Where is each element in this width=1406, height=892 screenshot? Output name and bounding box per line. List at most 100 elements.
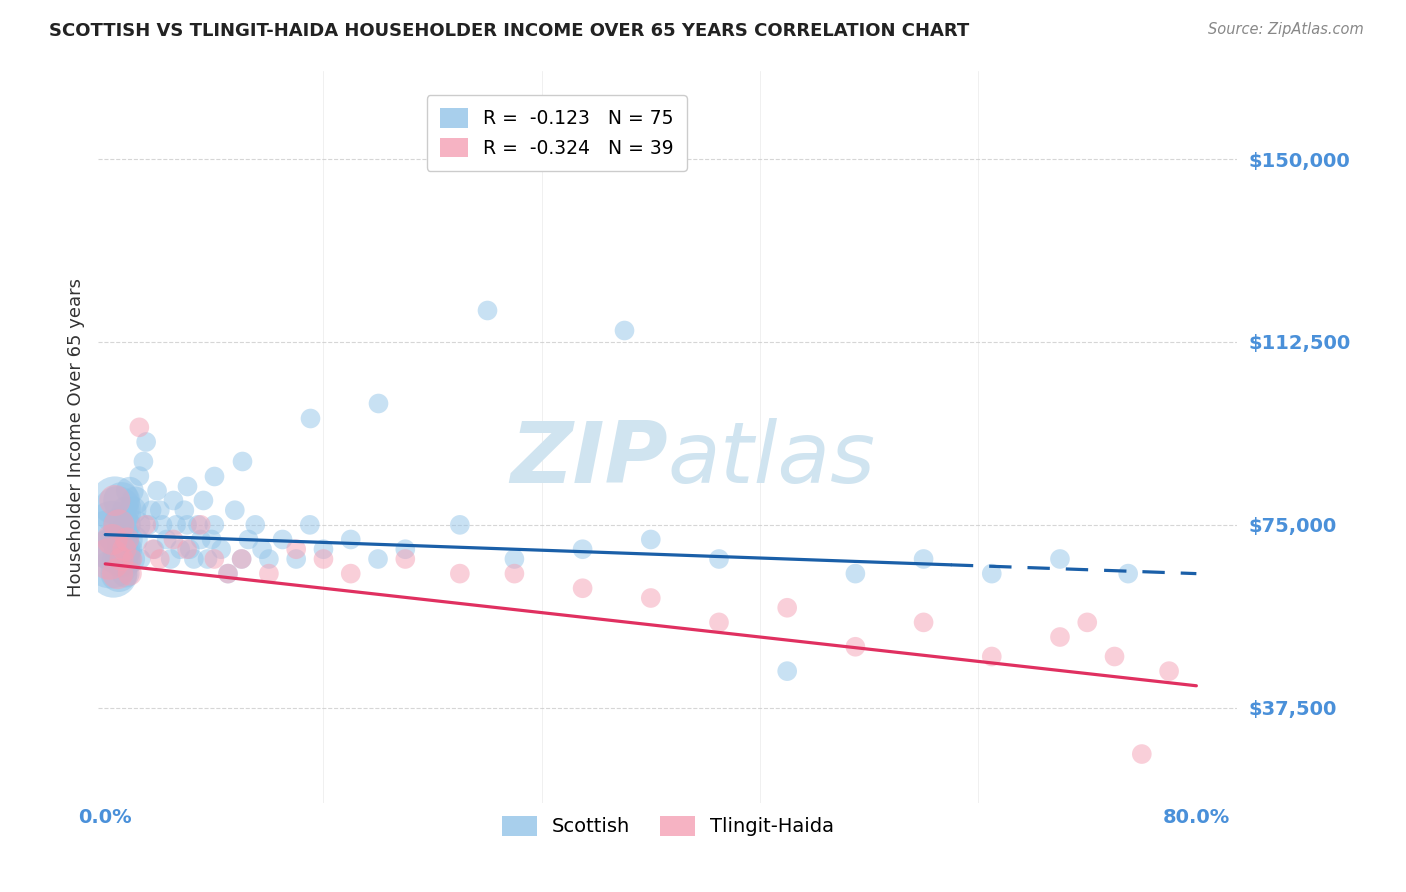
Point (110, 552, 132, 566)
Point (165, 517, 187, 532)
Point (108, 517, 131, 532)
Point (776, 664, 799, 678)
Point (112, 542, 135, 557)
Point (193, 493, 215, 508)
Point (271, 533, 294, 547)
Point (162, 493, 184, 508)
Point (190, 533, 212, 547)
Point (1104, 649, 1126, 664)
Point (217, 566, 239, 581)
Point (217, 566, 239, 581)
Point (121, 503, 143, 517)
Point (149, 552, 172, 566)
Point (912, 615, 935, 630)
Point (114, 503, 136, 517)
Text: SCOTTISH VS TLINGIT-HAIDA HOUSEHOLDER INCOME OVER 65 YEARS CORRELATION CHART: SCOTTISH VS TLINGIT-HAIDA HOUSEHOLDER IN… (49, 22, 970, 40)
Point (146, 483, 169, 498)
Point (640, 533, 662, 547)
Point (202, 552, 225, 566)
Point (1049, 630, 1071, 644)
Point (110, 517, 132, 532)
Point (132, 454, 155, 468)
Point (104, 493, 127, 508)
Point (152, 517, 174, 532)
Point (707, 615, 730, 630)
Point (503, 552, 526, 566)
Point (115, 533, 138, 547)
Point (122, 533, 145, 547)
Point (121, 552, 143, 566)
Point (844, 640, 866, 654)
Point (202, 469, 225, 483)
Point (912, 552, 935, 566)
Point (149, 503, 172, 517)
Legend: Scottish, Tlingit-Haida: Scottish, Tlingit-Haida (489, 804, 846, 848)
Point (312, 552, 335, 566)
Point (128, 420, 150, 434)
Point (98, 552, 121, 566)
Point (138, 517, 160, 532)
Point (143, 542, 166, 557)
Point (844, 566, 866, 581)
Point (101, 533, 124, 547)
Point (187, 517, 209, 532)
Point (142, 542, 165, 557)
Y-axis label: Householder Income Over 65 years: Householder Income Over 65 years (66, 277, 84, 597)
Point (980, 649, 1002, 664)
Point (169, 542, 191, 557)
Point (128, 469, 150, 483)
Point (1116, 566, 1139, 581)
Point (104, 493, 127, 508)
Point (503, 566, 526, 581)
Point (339, 533, 361, 547)
Point (114, 566, 136, 581)
Point (245, 517, 267, 532)
Point (298, 410, 321, 425)
Point (776, 600, 799, 615)
Point (176, 542, 198, 557)
Point (202, 517, 225, 532)
Point (475, 303, 498, 318)
Point (141, 503, 163, 517)
Point (110, 552, 132, 566)
Point (231, 552, 253, 566)
Point (980, 566, 1002, 581)
Point (120, 552, 142, 566)
Point (1076, 615, 1098, 630)
Point (117, 542, 139, 557)
Point (394, 552, 416, 566)
Point (110, 493, 132, 508)
Point (224, 503, 246, 517)
Point (367, 396, 389, 410)
Point (197, 552, 219, 566)
Point (298, 517, 321, 532)
Text: atlas: atlas (668, 417, 876, 500)
Text: Source: ZipAtlas.com: Source: ZipAtlas.com (1208, 22, 1364, 37)
Point (571, 542, 593, 557)
Point (118, 566, 141, 581)
Point (162, 533, 184, 547)
Point (250, 542, 273, 557)
Point (105, 542, 128, 557)
Point (209, 542, 232, 557)
Point (449, 566, 471, 581)
Point (124, 493, 146, 508)
Point (707, 552, 730, 566)
Point (101, 517, 124, 532)
Point (108, 533, 131, 547)
Point (103, 566, 125, 581)
Point (231, 454, 253, 468)
Point (107, 566, 129, 581)
Point (238, 533, 260, 547)
Point (111, 552, 134, 566)
Point (571, 581, 593, 595)
Point (1157, 664, 1180, 678)
Point (125, 517, 148, 532)
Point (176, 517, 198, 532)
Point (112, 533, 135, 547)
Point (183, 552, 205, 566)
Point (640, 591, 662, 605)
Point (257, 552, 280, 566)
Point (339, 566, 361, 581)
Point (100, 552, 122, 566)
